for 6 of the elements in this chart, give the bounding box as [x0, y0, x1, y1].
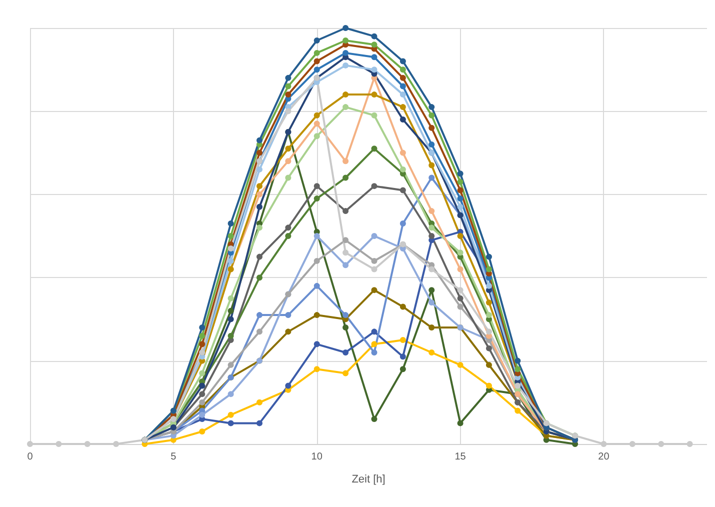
x-tick-label: 15 [454, 452, 466, 462]
x-tick-label: 5 [170, 452, 177, 462]
x-axis-title: Zeit [h] [352, 474, 386, 486]
x-tick-label: 10 [311, 452, 323, 462]
x-tick-label: 0 [27, 452, 34, 462]
x-tick-label: 20 [598, 452, 610, 462]
